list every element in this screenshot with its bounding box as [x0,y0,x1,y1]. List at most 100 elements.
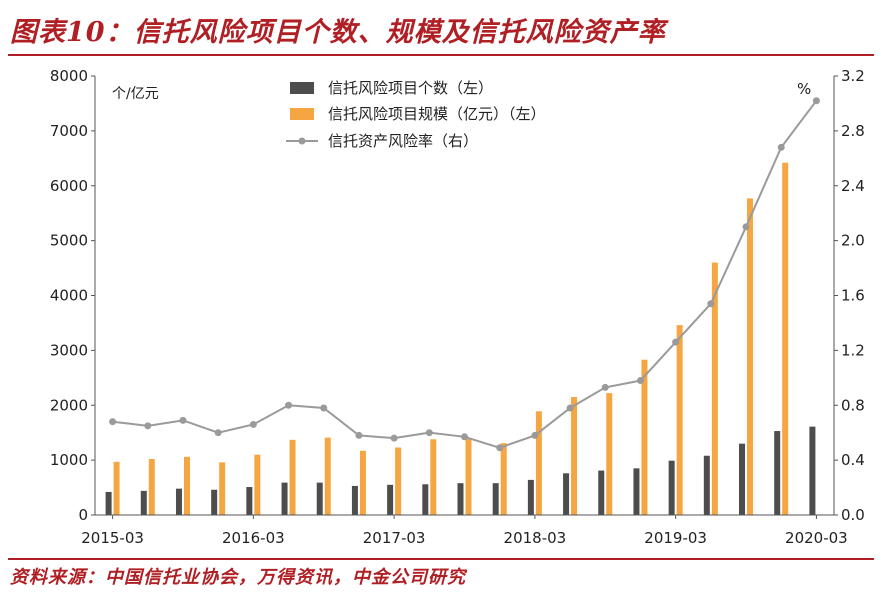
left-tick-label: 8000 [50,67,88,85]
count-bar [598,470,605,515]
legend-swatch-count [290,82,314,94]
scale-bar [395,447,402,515]
legend-label: 信托风险项目规模（亿元）（左） [328,105,546,123]
left-tick-label: 0 [78,506,88,524]
left-tick-label: 2000 [50,396,88,414]
count-bar [175,488,182,515]
scale-bar [113,461,120,515]
scale-bar [711,262,718,515]
rate-point [566,404,574,412]
count-bar [351,485,358,515]
right-tick-label: 3.2 [841,67,865,85]
count-bar [457,483,464,515]
scale-bar [219,462,226,515]
left-unit-label: 个/亿元 [112,86,159,102]
scale-bar [676,325,683,515]
right-tick-label: 1.6 [841,287,865,305]
count-bar [774,431,781,515]
rate-point [285,401,293,409]
count-bar [281,482,288,515]
legend-swatch-scale [290,108,314,120]
right-tick-label: 2.8 [841,122,865,140]
x-tick-labels: 2015-03 2016-03 2017-03 2018-03 2019-03 2020-… [81,515,848,547]
left-tick-label: 5000 [50,232,88,250]
rate-point [461,433,468,441]
chart-plot: 个/亿元 % 0 1000 2000 3000 4000 5000 6000 7000 8000… [50,67,865,547]
count-bar [739,443,746,515]
scale-bar [254,454,261,515]
scale-bar [359,450,366,515]
left-tick-label: 6000 [50,177,88,195]
x-tick-label: 2019-03 [644,529,707,547]
source-note: 资料来源：中国信托业协会，万得资讯，中金公司研究 [10,567,466,588]
count-bar [809,426,816,515]
rate-point [425,429,433,437]
bar-layer [105,162,816,515]
scale-bar [148,459,155,515]
right-tick-label: 2.0 [841,232,865,250]
count-bar [105,491,112,515]
scale-bar [782,162,789,515]
scale-bar [289,439,296,515]
scale-bar [747,198,754,515]
scale-bar [500,443,507,515]
rate-point [390,434,398,442]
rate-point [742,223,750,231]
right-unit-label: % [797,80,811,98]
count-bar [246,487,253,515]
right-tick-label: 0.4 [841,451,865,469]
scale-bar [641,359,648,515]
rate-point [601,383,609,391]
source-rule [8,558,874,560]
x-tick-label: 2020-03 [785,529,848,547]
scale-bar [465,438,472,515]
rate-point [531,431,539,439]
count-bar [563,473,570,515]
rate-point [109,418,117,426]
count-bar [492,483,499,515]
left-tick-label: 1000 [50,451,88,469]
legend: 信托风险项目个数（左） 信托风险项目规模（亿元）（左） 信托资产风险率（右） [286,79,546,150]
title-rule [8,54,874,56]
rate-point [320,404,328,412]
rate-point [707,300,715,308]
rate-line [112,100,818,449]
x-tick-label: 2015-03 [81,529,144,547]
right-tick-label: 2.4 [841,177,865,195]
rate-point [144,422,152,430]
scale-bar [571,397,578,515]
left-tick-label: 7000 [50,122,88,140]
scale-bar [606,393,613,515]
left-tick-labels: 0 1000 2000 3000 4000 5000 6000 7000 8000 [50,67,95,524]
left-tick-label: 4000 [50,287,88,305]
right-tick-label: 0.8 [841,396,865,414]
line-layer [109,97,820,452]
scale-bar [430,439,437,515]
legend-label: 信托资产风险率（右） [328,132,478,150]
x-tick-label: 2018-03 [504,529,567,547]
chart-title: 图表10：信托风险项目个数、规模及信托风险资产率 [10,17,666,48]
count-bar [387,484,394,515]
left-tick-label: 3000 [50,341,88,359]
count-bar [703,455,710,515]
rate-point [355,431,363,439]
axes-layer: 个/亿元 % [94,76,835,516]
right-tick-label: 1.2 [841,341,865,359]
right-tick-labels: 0.0 0.4 0.8 1.2 1.6 2.0 2.4 2.8 3.2 [834,67,865,524]
rate-point [249,420,257,428]
count-bar [211,489,218,515]
rate-point [812,97,820,105]
count-bar [668,460,675,515]
count-bar [527,479,534,515]
rate-point [214,429,222,437]
count-bar [633,468,640,515]
rate-point [777,143,785,151]
count-bar [140,490,147,515]
rate-point [496,444,504,452]
x-tick-label: 2017-03 [363,529,426,547]
count-bar [316,482,323,515]
scale-bar [183,456,190,515]
x-tick-label: 2016-03 [222,529,285,547]
scale-bar [324,437,331,515]
